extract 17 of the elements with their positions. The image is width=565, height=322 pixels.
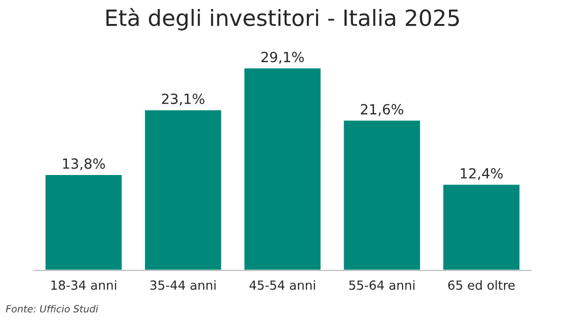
data-label: 13,8% (63, 158, 105, 170)
x-tick-label: 35-44 anni (150, 280, 216, 290)
bar (442, 183, 521, 270)
bar (144, 108, 223, 270)
x-tick-label: 55-64 anni (349, 280, 414, 290)
source-note: Fonte: Ufficio Studi (6, 304, 98, 312)
bar (243, 67, 322, 270)
data-label: 23,1% (162, 94, 204, 106)
data-label: 21,6% (360, 104, 404, 116)
x-tick-label: 65 ed oltre (448, 280, 515, 290)
chart-title: Età degli investitori - Italia 2025 (106, 8, 459, 30)
data-label: 12,4% (460, 168, 503, 180)
data-label: 29,1% (261, 52, 304, 64)
bar (342, 119, 422, 270)
bar (44, 174, 124, 270)
x-tick-label: 18-34 anni (51, 280, 116, 290)
x-tick-label: 45-54 anni (249, 280, 315, 290)
